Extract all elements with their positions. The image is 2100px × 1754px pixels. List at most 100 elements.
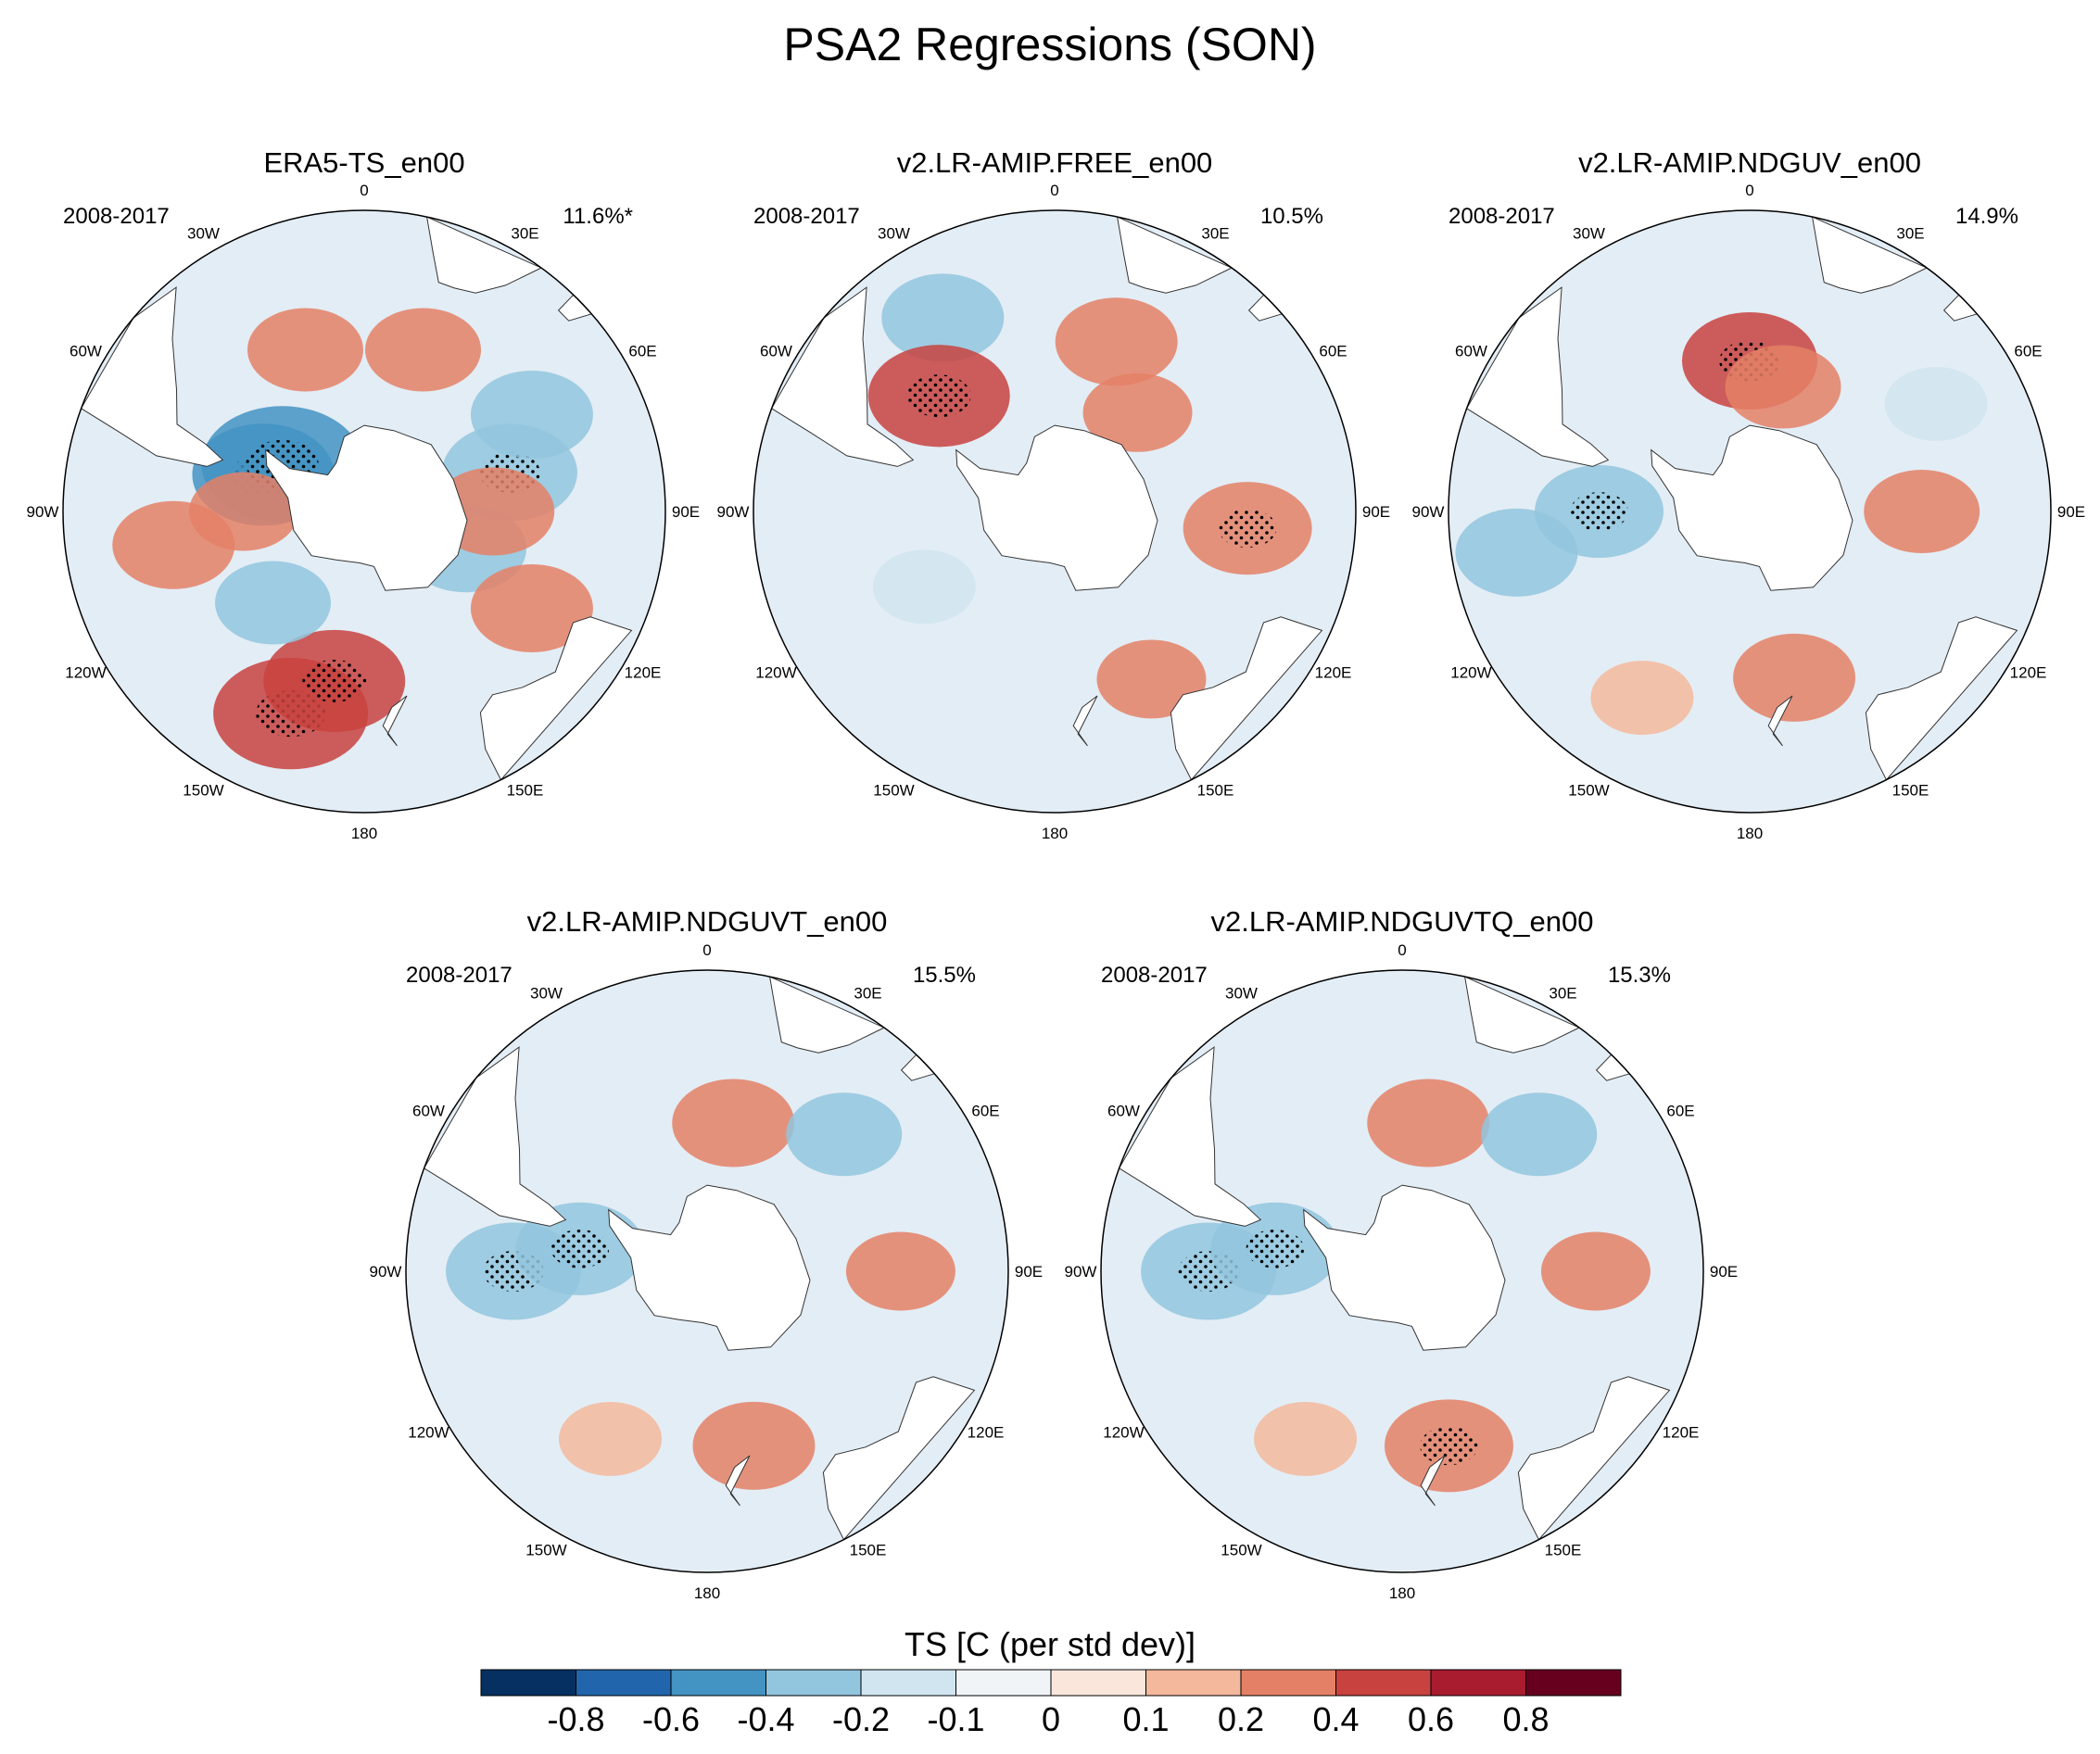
continent-land: [1767, 695, 1793, 747]
longitude-label: 180: [694, 1584, 720, 1602]
longitude-label: 150E: [1197, 782, 1234, 800]
longitude-label: 120W: [1103, 1424, 1144, 1442]
anomaly-region: [1254, 1401, 1358, 1476]
continent-land: [1420, 1455, 1446, 1507]
continent-land: [1118, 1046, 1262, 1227]
colorbar-box: [1430, 1669, 1526, 1697]
longitude-label: 120W: [1450, 664, 1491, 682]
map-panel-free: v2.LR-AMIP.FREE_en00 2008-2017 10.5% 0 30E 60…: [717, 146, 1391, 842]
map-boundary: [1448, 209, 2052, 814]
anomaly-region: [1540, 1231, 1651, 1311]
longitude-label: 30E: [854, 984, 881, 1002]
longitude-label: 60E: [2014, 343, 2042, 360]
longitude-label: 0: [1050, 182, 1058, 199]
continent-land: [479, 616, 633, 781]
antarctica-land: [265, 424, 468, 591]
longitude-label: 150E: [1545, 1542, 1582, 1559]
longitude-label: 120E: [1663, 1424, 1700, 1442]
longitude-label: 180: [1389, 1584, 1415, 1602]
longitude-label: 120E: [968, 1424, 1005, 1442]
longitude-label: 30E: [1549, 984, 1576, 1002]
colorbar-box: [1335, 1669, 1432, 1697]
longitude-label: 120W: [755, 664, 796, 682]
longitude-label: 60E: [628, 343, 656, 360]
anomaly-region: [881, 273, 1005, 362]
panel-title: v2.LR-AMIP.NDGUVTQ_en00: [1211, 905, 1594, 938]
colorbar-tick-label: 0: [1042, 1700, 1060, 1738]
continent-land: [770, 286, 915, 467]
colorbar-title: TS [C (per std dev)]: [905, 1625, 1195, 1663]
continent-land: [423, 1046, 567, 1227]
continent-land: [382, 695, 408, 747]
panel-title: v2.LR-AMIP.NDGUV_en00: [1578, 146, 1921, 179]
anomaly-region: [1733, 633, 1856, 722]
map-boundary: [1100, 969, 1704, 1573]
anomaly-region: [215, 561, 332, 645]
longitude-label: 90W: [1065, 1263, 1097, 1281]
anomaly-region: [1590, 661, 1694, 736]
significance-stipple: [1420, 1426, 1478, 1466]
colorbar-box: [860, 1669, 956, 1697]
longitude-label: 30W: [1573, 224, 1605, 242]
longitude-label: 30E: [1896, 224, 1924, 242]
longitude-label: 60W: [1107, 1103, 1140, 1120]
colorbar-box: [576, 1669, 672, 1697]
longitude-label: 90W: [27, 503, 59, 521]
significance-stipple: [550, 1229, 610, 1268]
map-panel-ndguv: v2.LR-AMIP.NDGUV_en00 2008-2017 14.9% 0 30E 6…: [1412, 146, 2086, 842]
map-field: [1448, 210, 2051, 813]
longitude-label: 30W: [878, 224, 910, 242]
panel-period: 2008-2017: [753, 204, 860, 229]
colorbar-tick-label: -0.6: [642, 1700, 700, 1738]
longitude-label: 30E: [511, 224, 538, 242]
continent-land: [768, 976, 886, 1054]
colorbar-tick-label: 0.1: [1122, 1700, 1169, 1738]
longitude-label: 90E: [672, 503, 700, 521]
panel-variance: 15.5%: [913, 963, 976, 988]
longitude-label: 30W: [1225, 984, 1258, 1002]
longitude-label: 150W: [183, 782, 223, 800]
longitude-label: 0: [1398, 941, 1406, 959]
continent-land: [1116, 216, 1233, 294]
continent-land: [1072, 695, 1098, 747]
anomaly-region: [1096, 639, 1207, 719]
longitude-label: 150W: [873, 782, 914, 800]
map-field: [63, 210, 665, 813]
significance-stipple: [1246, 1229, 1305, 1268]
longitude-label: 30E: [1201, 224, 1229, 242]
longitude-label: 60W: [760, 343, 792, 360]
panel-title: v2.LR-AMIP.FREE_en00: [897, 146, 1213, 179]
anomaly-region: [1082, 372, 1193, 452]
longitude-label: 30W: [530, 984, 563, 1002]
longitude-label: 90E: [2057, 503, 2085, 521]
significance-stipple: [1218, 509, 1277, 549]
longitude-label: 150W: [1221, 1542, 1261, 1559]
panel-period: 2008-2017: [1448, 204, 1555, 229]
longitude-label: 120E: [625, 664, 662, 682]
anomaly-region: [672, 1079, 795, 1167]
colorbar-box: [480, 1669, 576, 1697]
longitude-label: 150E: [1892, 782, 1929, 800]
panel-period: 2008-2017: [63, 204, 170, 229]
continent-land: [1170, 616, 1323, 781]
map-field: [753, 210, 1356, 813]
longitude-label: 120W: [408, 1424, 449, 1442]
colorbar-tick-label: 0.8: [1502, 1700, 1549, 1738]
colorbar-box: [1525, 1669, 1622, 1697]
colorbar-box: [670, 1669, 766, 1697]
continent-land: [1465, 286, 1610, 467]
longitude-label: 90W: [717, 503, 750, 521]
anomaly-region: [1455, 508, 1578, 597]
continent-land: [425, 216, 543, 294]
colorbar-tick-label: -0.8: [547, 1700, 604, 1738]
longitude-label: 90E: [1710, 1263, 1738, 1281]
panel-variance: 15.3%: [1608, 963, 1671, 988]
colorbar: TS [C (per std dev)] -0.8 -0.6 -0.4 -0.2 -0.…: [480, 1625, 1622, 1738]
longitude-label: 150W: [525, 1542, 566, 1559]
colorbar-tick-label: 0.6: [1408, 1700, 1454, 1738]
anomaly-region: [1864, 470, 1980, 553]
continent-land: [1463, 976, 1581, 1054]
significance-stipple: [302, 659, 367, 702]
longitude-label: 120W: [65, 664, 106, 682]
